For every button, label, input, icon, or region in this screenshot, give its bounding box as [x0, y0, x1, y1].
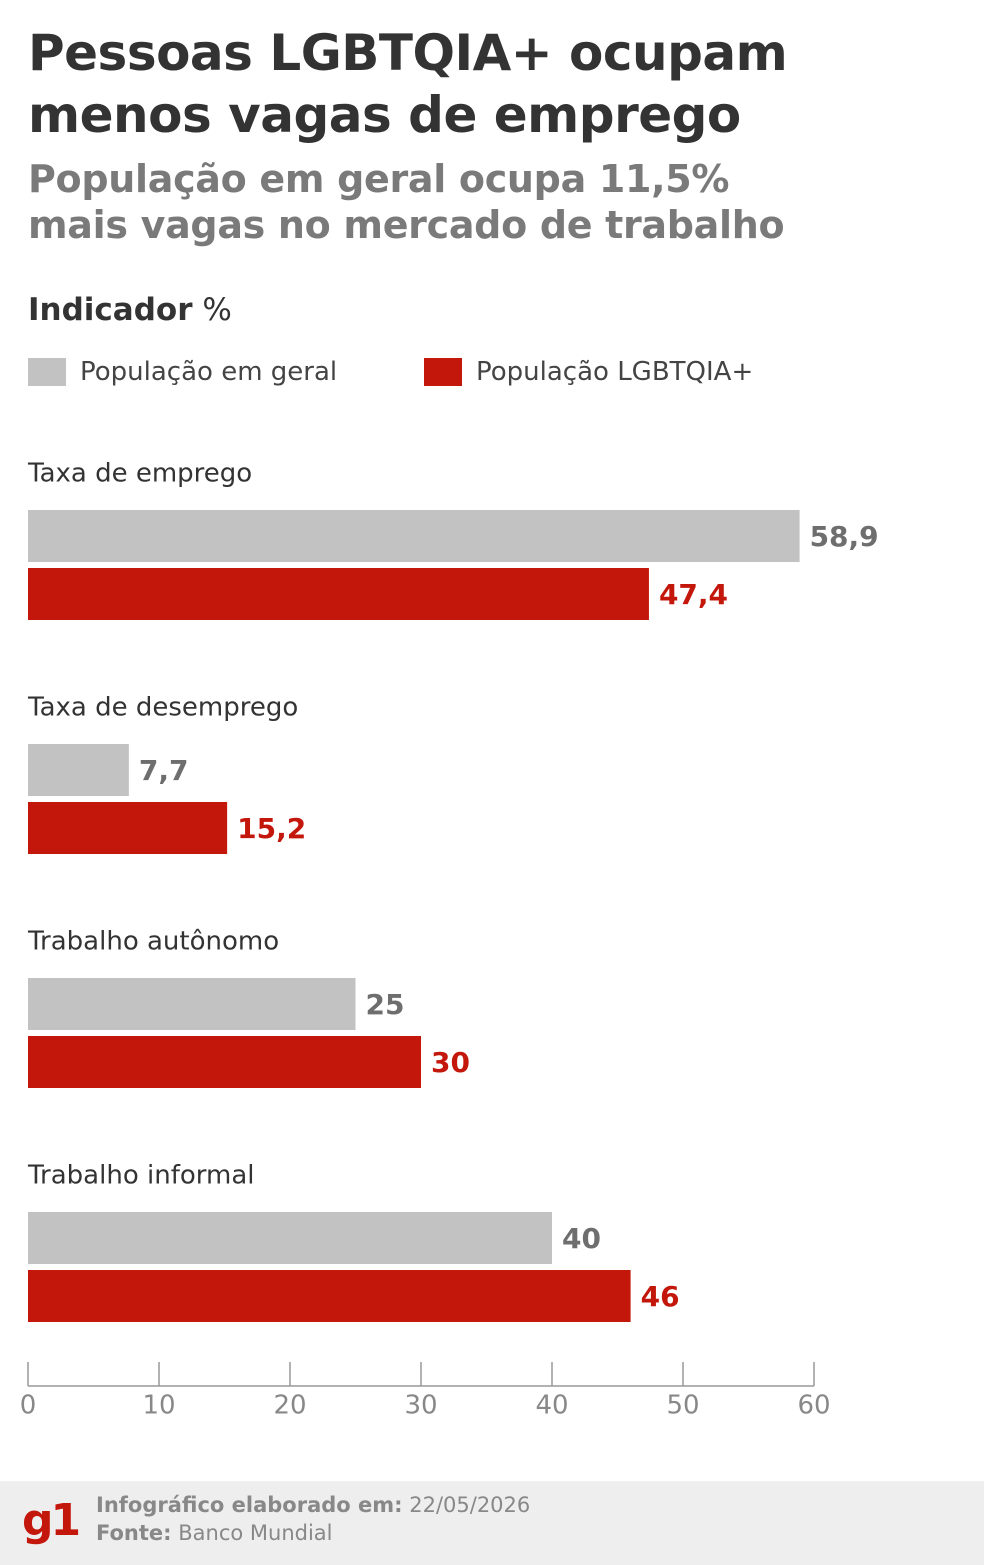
x-tick-label: 50 — [666, 1391, 699, 1421]
data-label-lgbtqia: 47,4 — [659, 578, 728, 611]
footer-source: Fonte: Banco Mundial — [96, 1521, 333, 1545]
bar-general — [28, 510, 800, 562]
title-line-1: Pessoas LGBTQIA+ ocupam — [28, 24, 788, 82]
x-tick-label: 40 — [535, 1391, 568, 1421]
bar-lgbtqia — [28, 1036, 421, 1088]
legend-item-general: População em geral — [28, 356, 337, 388]
indicator-unit: % — [202, 292, 232, 328]
data-label-lgbtqia: 46 — [641, 1280, 680, 1313]
x-tick-label: 30 — [404, 1391, 437, 1421]
legend-swatch-lgbtqia — [424, 358, 462, 386]
bar-general — [28, 744, 129, 796]
subtitle-line-2: mais vagas no mercado de trabalho — [28, 203, 785, 247]
footer-created-label: Infográfico elaborado em: — [96, 1493, 403, 1517]
data-label-general: 25 — [366, 988, 405, 1021]
chart-title: Pessoas LGBTQIA+ ocupam menos vagas de e… — [28, 22, 968, 146]
chart-subtitle: População em geral ocupa 11,5% mais vaga… — [28, 156, 968, 248]
bar-chart: Taxa de emprego 58,9 47,4 Taxa de desempreg… — [20, 459, 879, 1421]
x-tick-label: 10 — [142, 1391, 175, 1421]
title-line-2: menos vagas de emprego — [28, 86, 741, 144]
data-label-general: 7,7 — [139, 754, 189, 787]
indicator-label: Indicador — [28, 292, 193, 328]
bar-general — [28, 1212, 552, 1264]
footer-created-value: 22/05/2026 — [409, 1493, 531, 1517]
footer-source-value: Banco Mundial — [178, 1521, 333, 1545]
legend-label-general: População em geral — [80, 357, 338, 387]
footer: g1 Infográfico elaborado em: 22/05/2026 … — [0, 1481, 984, 1565]
x-tick-label: 0 — [20, 1391, 37, 1421]
bar-lgbtqia — [28, 802, 228, 854]
g1-logo: g1 — [22, 1495, 81, 1546]
footer-source-label: Fonte: — [96, 1521, 172, 1545]
bar-general — [28, 978, 356, 1030]
indicator-heading: Indicador % — [28, 292, 232, 328]
x-tick-label: 60 — [797, 1391, 830, 1421]
data-label-lgbtqia: 15,2 — [237, 812, 306, 845]
legend: População em geral População LGBTQIA+ — [28, 356, 968, 388]
legend-label-lgbtqia: População LGBTQIA+ — [476, 357, 754, 387]
category-label: Trabalho autônomo — [27, 927, 279, 957]
legend-swatch-general — [28, 358, 66, 386]
footer-created: Infográfico elaborado em: 22/05/2026 — [96, 1493, 530, 1517]
data-label-lgbtqia: 30 — [431, 1046, 470, 1079]
bar-lgbtqia — [28, 1270, 631, 1322]
x-tick-label: 20 — [273, 1391, 306, 1421]
category-label: Trabalho informal — [27, 1161, 254, 1191]
bar-lgbtqia — [28, 568, 649, 620]
category-label: Taxa de desemprego — [27, 693, 298, 723]
data-label-general: 58,9 — [810, 520, 879, 553]
legend-item-lgbtqia: População LGBTQIA+ — [424, 356, 753, 388]
data-label-general: 40 — [562, 1222, 601, 1255]
subtitle-line-1: População em geral ocupa 11,5% — [28, 157, 730, 201]
category-label: Taxa de emprego — [27, 459, 252, 489]
